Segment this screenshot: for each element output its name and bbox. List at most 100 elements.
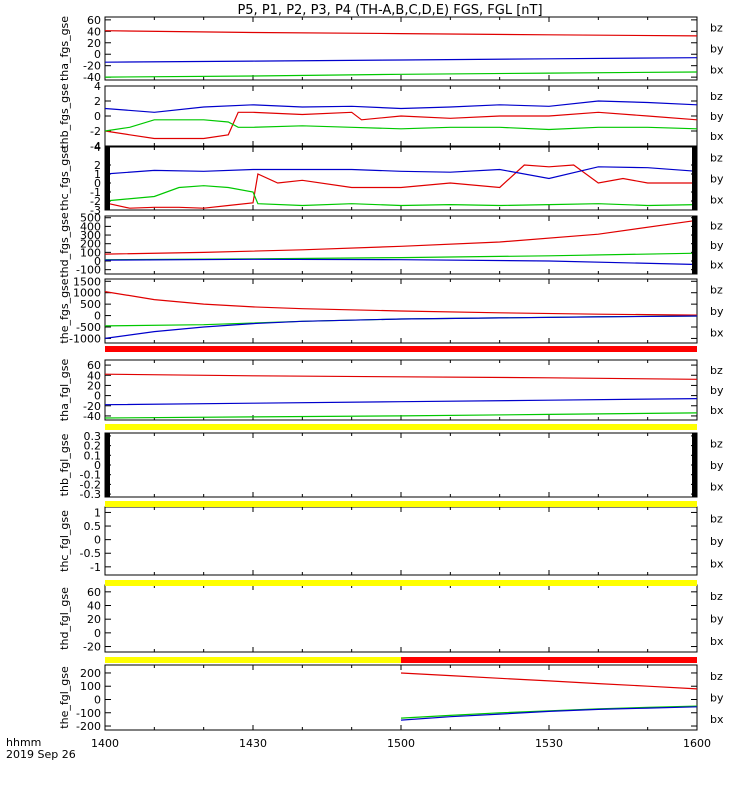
y-tick-label: 0 <box>94 177 101 190</box>
plot-frame <box>104 16 698 81</box>
panel-thc_fgl_gse: 10.50-0.5-1 thc_fgl_gse bz by bx <box>58 506 724 576</box>
time-tick-label: 1600 <box>683 737 711 750</box>
y-tick-label: 0 <box>94 459 101 472</box>
y-axis-label: thb_fgs_gse <box>58 83 71 149</box>
series-bx <box>104 166 698 180</box>
panel-thb_fgl_gse: 0.30.20.10-0.1-0.2-0.3 thb_fgl_gse bz by bx <box>58 430 724 501</box>
legend-by: by <box>710 692 724 705</box>
status-bar-red <box>401 657 697 663</box>
plot-frame <box>104 432 698 498</box>
y-tick-label: -20 <box>83 641 101 654</box>
y-axis-label: thd_fgs_gse <box>58 212 71 278</box>
legend-bz: bz <box>710 438 723 451</box>
y-tick-label: 1000 <box>73 287 101 300</box>
series-bz <box>104 219 698 255</box>
legend-bz: bz <box>710 220 723 233</box>
y-tick-label: 200 <box>80 238 101 251</box>
y-tick-label: 0 <box>94 534 101 547</box>
y-tick-label: 0 <box>94 110 101 123</box>
legend-by: by <box>710 613 724 626</box>
y-axis-label: tha_fgs_gse <box>58 16 71 81</box>
plot-frame <box>104 664 698 731</box>
legend-bz: bz <box>710 22 723 35</box>
y-tick-label: 0 <box>94 390 101 403</box>
time-tick-label: 1400 <box>91 737 119 750</box>
y-tick-label: 2 <box>94 95 101 108</box>
legend-bx: bx <box>710 326 724 339</box>
plot-frame <box>104 215 698 275</box>
legend-bx: bx <box>710 194 724 207</box>
series-bx <box>104 100 698 113</box>
legend-bz: bz <box>710 364 723 377</box>
y-tick-label: 100 <box>80 246 101 259</box>
y-tick-label: -1 <box>90 186 101 199</box>
y-tick-label: 400 <box>80 220 101 233</box>
y-tick-label: -4 <box>90 140 101 153</box>
status-bars <box>105 346 697 663</box>
legend-bx: bx <box>710 404 724 417</box>
y-axis-label: thc_fgl_gse <box>58 510 71 572</box>
y-axis-label: thc_fgs_gse <box>58 146 71 211</box>
y-tick-label: 4 <box>94 141 101 154</box>
y-tick-label: -40 <box>83 410 101 423</box>
time-axis-label: hhmm <box>6 736 41 749</box>
y-tick-label: 20 <box>87 613 101 626</box>
edge-mark-right <box>692 147 697 210</box>
legend-bx: bx <box>710 258 724 271</box>
y-tick-label: 60 <box>87 359 101 372</box>
y-tick-label: 40 <box>87 25 101 38</box>
series-by <box>104 252 698 261</box>
series-bz <box>400 672 698 690</box>
y-tick-label: 0.3 <box>84 430 102 443</box>
legend-bz: bz <box>710 284 723 297</box>
status-bar-yellow <box>105 501 697 507</box>
y-axis-label: the_fgs_gse <box>58 278 71 343</box>
series-bz <box>104 111 698 140</box>
y-tick-label: -200 <box>76 720 101 733</box>
legend-bz: bz <box>710 512 723 525</box>
y-tick-label: -0.5 <box>80 547 101 560</box>
y-tick-label: -40 <box>83 71 101 84</box>
legend-bx: bx <box>710 558 724 571</box>
legend-bx: bx <box>710 635 724 648</box>
legend-by: by <box>710 459 724 472</box>
legend-by: by <box>710 110 724 123</box>
series-by <box>104 71 698 78</box>
figure-title: P5, P1, P2, P3, P4 (TH-A,B,C,D,E) FGS, F… <box>237 3 542 18</box>
y-tick-label: 0.2 <box>84 440 102 453</box>
status-bar-yellow <box>105 424 697 430</box>
legend-by: by <box>710 384 724 397</box>
y-axis-label: the_fgl_gse <box>58 666 71 729</box>
series-bz <box>104 291 698 316</box>
y-axis-label: tha_fgl_gse <box>58 359 71 422</box>
legend-bz: bz <box>710 152 723 165</box>
legend-by: by <box>710 43 724 56</box>
legend-bx: bx <box>710 130 724 143</box>
plot-frame <box>104 146 698 211</box>
series-bz <box>104 164 697 209</box>
series-bx <box>400 706 698 721</box>
y-tick-label: -0.2 <box>80 478 101 491</box>
y-tick-label: 40 <box>87 369 101 382</box>
series-by <box>104 412 698 419</box>
series-bx <box>104 57 698 63</box>
series-by <box>104 185 698 207</box>
plot-frame <box>104 506 698 576</box>
y-tick-label: 0 <box>94 310 101 323</box>
y-tick-label: 1 <box>94 506 101 519</box>
y-axis-label: thd_fgl_gse <box>58 587 71 650</box>
time-tick-label: 1430 <box>239 737 267 750</box>
legend-bx: bx <box>710 713 724 726</box>
y-tick-label: 0 <box>94 627 101 640</box>
y-tick-label: 20 <box>87 379 101 392</box>
time-axis-date: 2019 Sep 26 <box>6 748 76 761</box>
series-by <box>104 315 698 327</box>
legend-bz: bz <box>710 670 723 683</box>
y-tick-label: 300 <box>80 229 101 242</box>
status-bar-yellow <box>105 580 697 586</box>
edge-mark-right <box>692 216 697 274</box>
plot-frame <box>104 584 698 653</box>
plot-frame <box>104 359 698 421</box>
